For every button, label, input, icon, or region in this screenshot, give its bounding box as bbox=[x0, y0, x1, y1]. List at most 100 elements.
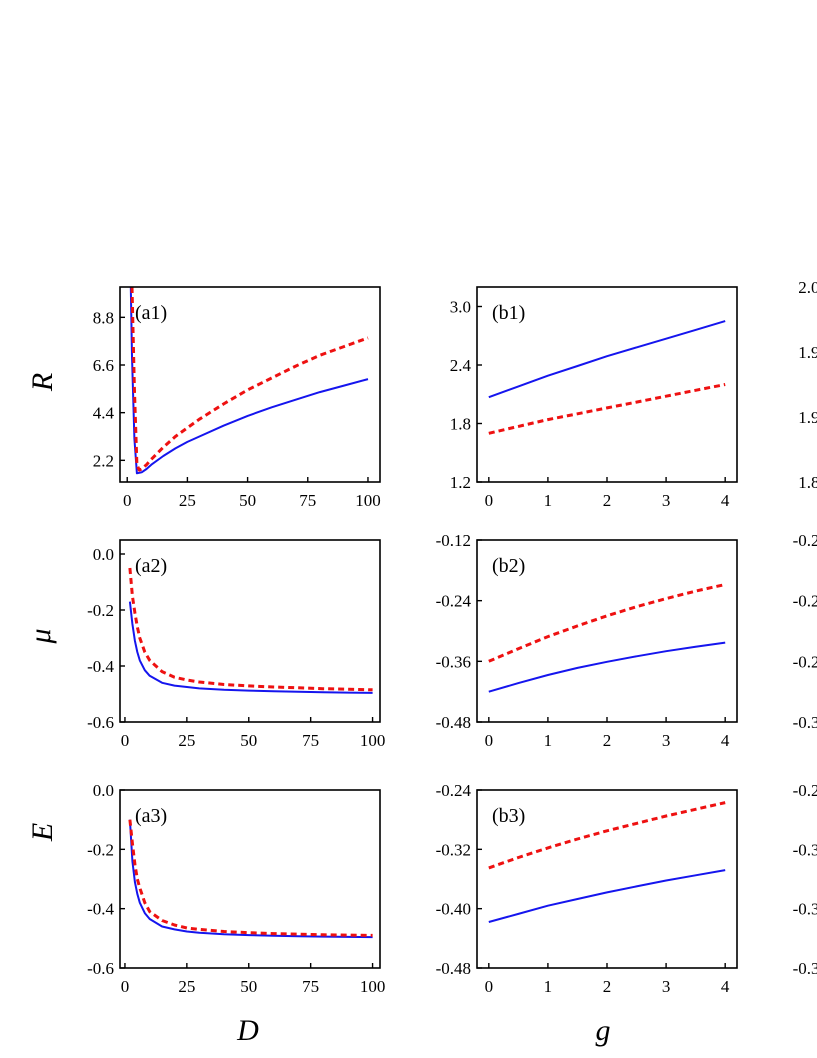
x-axis-label: g bbox=[596, 1014, 611, 1047]
y-tick-label: -0.30 bbox=[793, 840, 817, 859]
panel-label: (b1) bbox=[492, 302, 525, 324]
y-tick-label: 3.0 bbox=[450, 298, 471, 317]
x-tick-label: 1 bbox=[544, 491, 553, 510]
x-tick-label: 0 bbox=[121, 977, 130, 996]
y-tick-label: 2.2 bbox=[93, 451, 114, 470]
y-tick-label: -0.24 bbox=[436, 781, 472, 800]
series-solid-line bbox=[128, 601, 373, 694]
panel-label: (a3) bbox=[135, 805, 167, 827]
series-solid-line bbox=[129, 287, 369, 475]
series-dashed-line bbox=[128, 819, 373, 937]
y-tick-label: 2.04 bbox=[798, 278, 817, 297]
panel-label: (b2) bbox=[492, 555, 525, 577]
x-tick-label: 25 bbox=[178, 977, 195, 996]
y-tick-label: 8.8 bbox=[93, 308, 114, 327]
y-tick-label: -0.2 bbox=[87, 840, 114, 859]
y-tick-label: -0.32 bbox=[793, 900, 817, 919]
y-tick-label: 1.8 bbox=[450, 415, 471, 434]
x-tick-label: 2 bbox=[603, 731, 612, 750]
x-tick-label: 4 bbox=[721, 977, 730, 996]
x-tick-label: 3 bbox=[662, 977, 671, 996]
series-solid-line bbox=[488, 869, 726, 923]
series-dashed-line bbox=[488, 801, 726, 870]
series-dashed-line bbox=[488, 383, 726, 435]
y-tick-label: 1.86 bbox=[798, 473, 817, 492]
y-tick-label: -0.48 bbox=[436, 959, 471, 978]
series-solid-line bbox=[488, 641, 726, 693]
x-tick-label: 3 bbox=[662, 491, 671, 510]
y-tick-label: -0.24 bbox=[436, 592, 472, 611]
x-tick-label: 75 bbox=[302, 977, 319, 996]
x-tick-label: 0 bbox=[121, 731, 130, 750]
y-axis-label: R bbox=[26, 373, 59, 392]
x-tick-label: 50 bbox=[239, 491, 256, 510]
y-tick-label: 1.98 bbox=[798, 343, 817, 362]
y-tick-label: 6.6 bbox=[93, 356, 114, 375]
y-tick-label: -0.26 bbox=[793, 592, 817, 611]
series-solid-line bbox=[488, 320, 726, 399]
y-tick-label: -0.2 bbox=[87, 601, 114, 620]
plot-frame bbox=[119, 286, 381, 483]
y-tick-label: -0.36 bbox=[436, 652, 471, 671]
y-axis-label: E bbox=[26, 823, 59, 842]
x-tick-label: 50 bbox=[240, 977, 257, 996]
y-tick-label: 0.0 bbox=[93, 545, 114, 564]
x-tick-label: 100 bbox=[360, 731, 386, 750]
y-tick-label: -0.12 bbox=[436, 531, 471, 550]
x-axis-label: D bbox=[236, 1014, 259, 1047]
x-tick-label: 3 bbox=[662, 731, 671, 750]
y-axis-label: μ bbox=[24, 628, 57, 644]
y-tick-label: -0.34 bbox=[793, 959, 817, 978]
x-tick-label: 2 bbox=[603, 977, 612, 996]
y-tick-label: -0.28 bbox=[793, 652, 817, 671]
x-tick-label: 75 bbox=[302, 731, 319, 750]
chart-panel: -0.48 -0.40 -0.32 -0.24 0 1 2 3 4 (b3) g bbox=[436, 781, 738, 1047]
y-tick-label: -0.6 bbox=[87, 713, 114, 732]
x-tick-label: 1 bbox=[544, 731, 553, 750]
x-tick-label: 0 bbox=[485, 731, 494, 750]
y-tick-label: -0.28 bbox=[793, 781, 817, 800]
chart-panel: 2.2 4.4 6.6 8.8 0 25 50 75 100 (a1) R bbox=[26, 286, 381, 510]
y-tick-label: -0.6 bbox=[87, 959, 114, 978]
y-tick-label: 0.0 bbox=[93, 781, 114, 800]
x-tick-label: 1 bbox=[544, 977, 553, 996]
x-tick-label: 0 bbox=[485, 977, 494, 996]
y-tick-label: -0.48 bbox=[436, 713, 471, 732]
y-tick-label: -0.32 bbox=[436, 840, 471, 859]
panel-label: (a1) bbox=[135, 302, 167, 324]
chart-panel: -0.34 -0.32 -0.30 -0.28 bbox=[793, 781, 817, 978]
panel-label: (b3) bbox=[492, 805, 525, 827]
x-tick-label: 75 bbox=[299, 491, 316, 510]
x-tick-label: 100 bbox=[355, 491, 381, 510]
x-tick-label: 25 bbox=[178, 731, 195, 750]
y-tick-label: 2.4 bbox=[450, 356, 472, 375]
plot-frame bbox=[119, 789, 381, 969]
chart-panel: -0.6 -0.4 -0.2 0.0 0 25 50 75 100 (a3) E D bbox=[26, 781, 385, 1047]
x-tick-label: 4 bbox=[721, 491, 730, 510]
x-tick-label: 0 bbox=[123, 491, 132, 510]
series-dashed-line bbox=[128, 567, 373, 692]
series-dashed-line bbox=[488, 583, 726, 663]
y-tick-label: -0.4 bbox=[87, 900, 114, 919]
chart-panel: -0.6 -0.4 -0.2 0.0 0 25 50 75 100 (a2) μ bbox=[24, 539, 386, 750]
chart-panel: 1.2 1.8 2.4 3.0 0 1 2 3 4 (b1) bbox=[450, 286, 738, 510]
y-tick-label: 1.2 bbox=[450, 473, 471, 492]
y-tick-label: 1.92 bbox=[798, 408, 817, 427]
series-solid-line bbox=[128, 819, 373, 939]
x-tick-label: 100 bbox=[360, 977, 386, 996]
chart-panel: 1.86 1.92 1.98 2.04 bbox=[798, 278, 817, 492]
panel-label: (a2) bbox=[135, 555, 167, 577]
y-tick-label: -0.24 bbox=[793, 531, 817, 550]
x-tick-label: 50 bbox=[240, 731, 257, 750]
x-tick-label: 25 bbox=[179, 491, 196, 510]
x-tick-label: 4 bbox=[721, 731, 730, 750]
y-tick-label: -0.4 bbox=[87, 657, 114, 676]
series-dashed-line bbox=[130, 287, 369, 472]
plot-frame bbox=[119, 539, 381, 723]
y-tick-label: 4.4 bbox=[93, 404, 115, 423]
chart-panel: -0.48 -0.36 -0.24 -0.12 0 1 2 3 4 (b2) bbox=[436, 531, 738, 750]
y-tick-label: -0.40 bbox=[436, 900, 471, 919]
x-tick-label: 2 bbox=[603, 491, 612, 510]
chart-panel: -0.30 -0.28 -0.26 -0.24 bbox=[793, 531, 817, 732]
